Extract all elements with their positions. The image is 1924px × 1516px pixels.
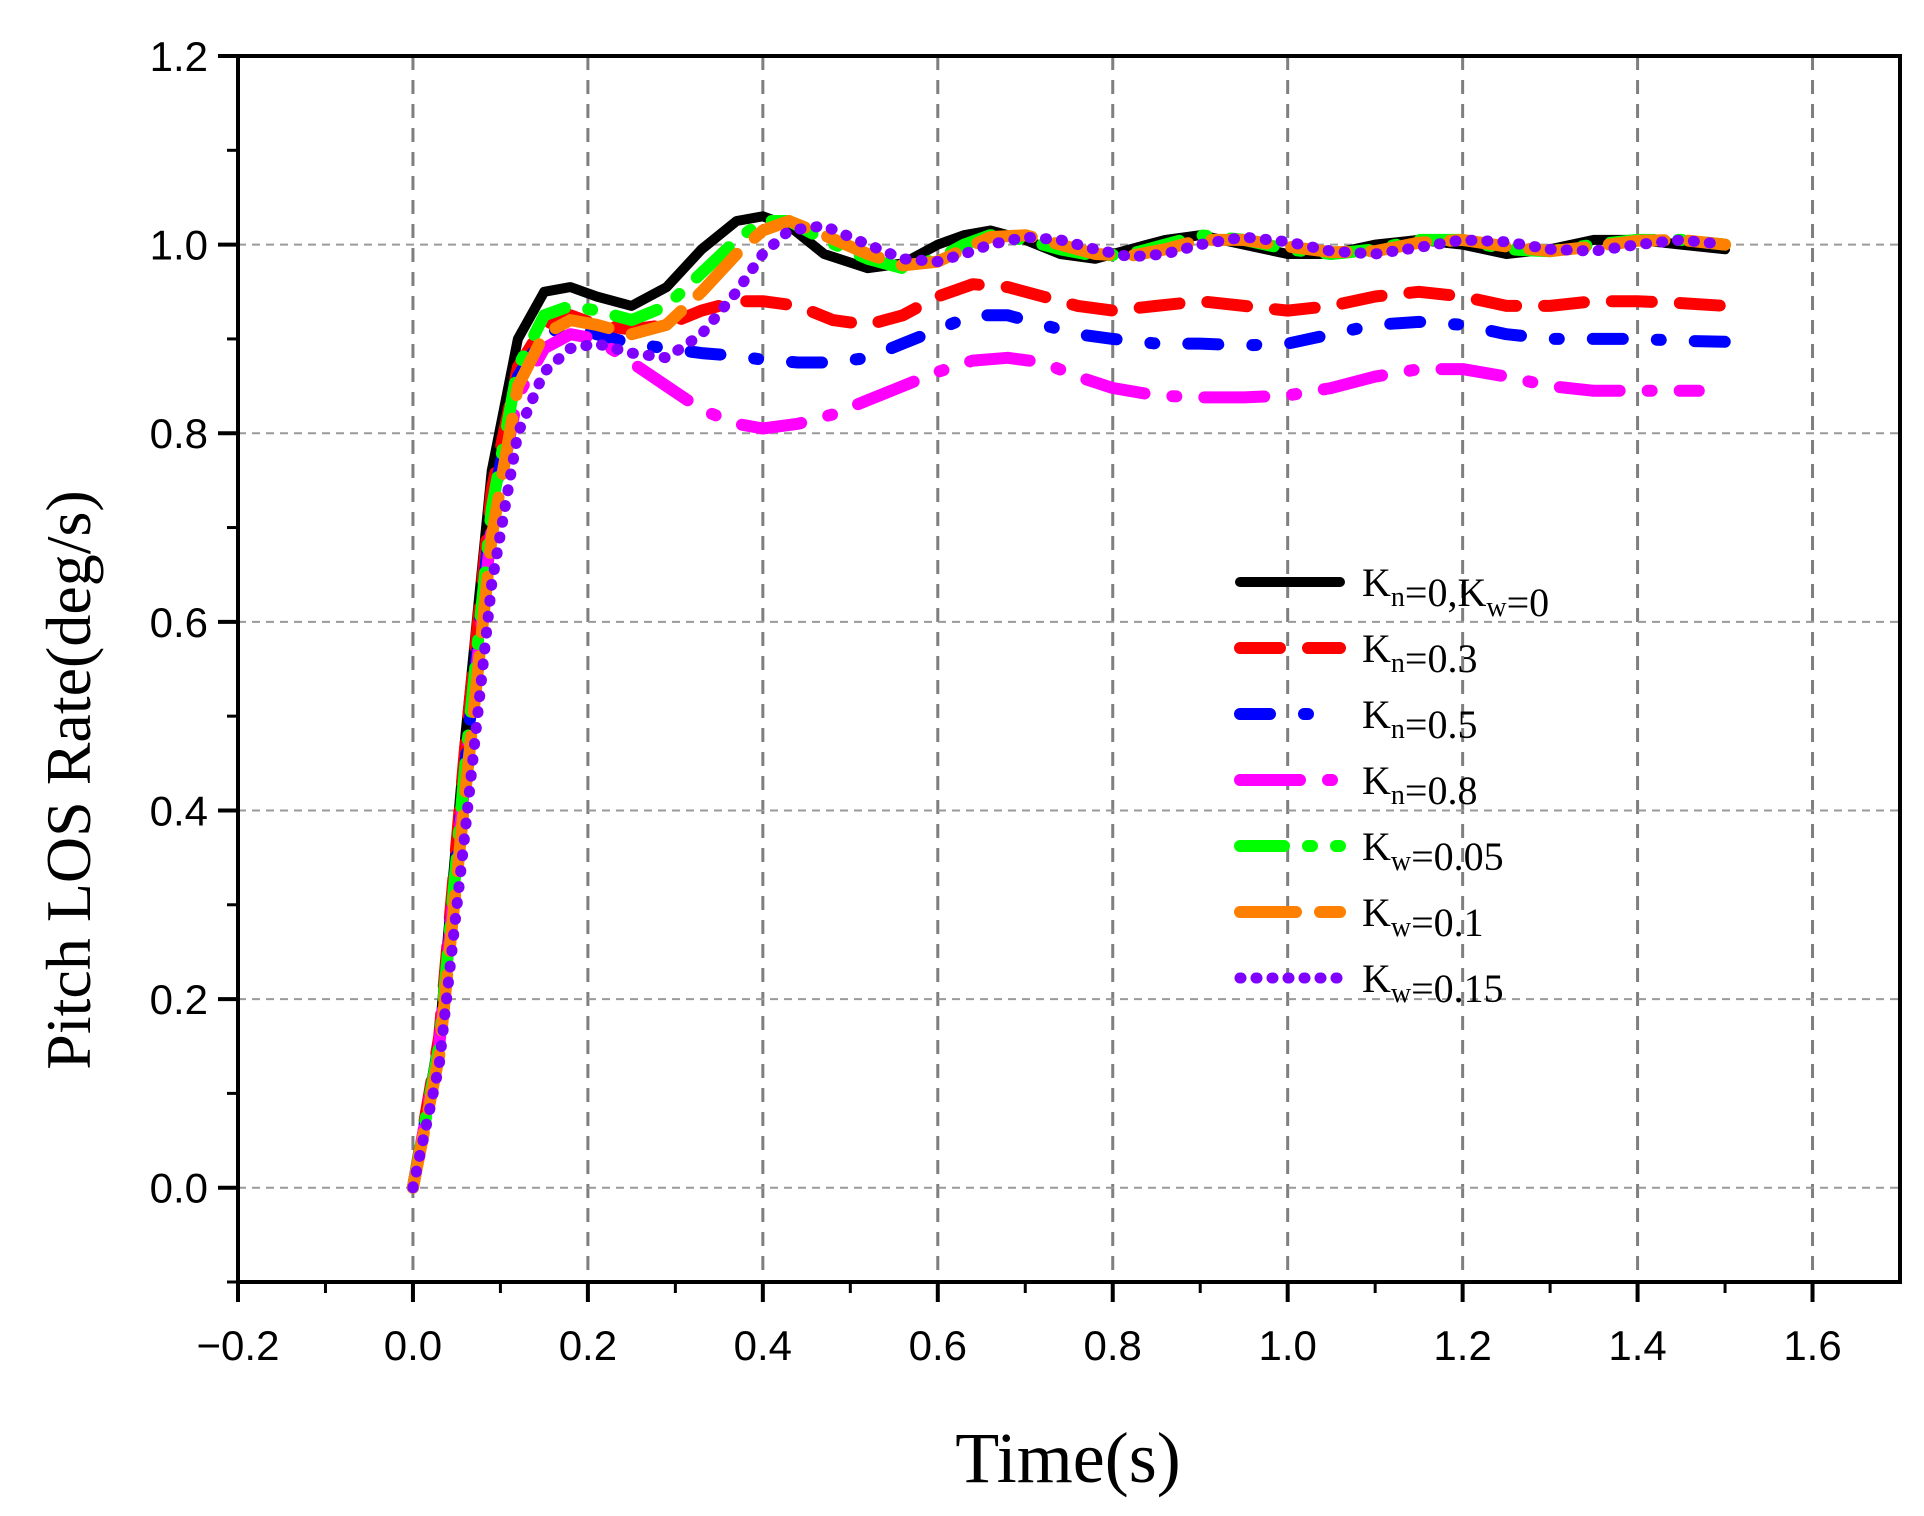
y-tick-label: 0.4 [150,787,208,834]
legend-label-6: Kw=0.1 [1362,890,1484,945]
legend-label-1: Kn=0,Kw=0 [1362,560,1549,625]
x-tick-label: 0.4 [734,1322,792,1369]
legend-label-2: Kn=0.3 [1362,626,1477,681]
x-tick-label: 1.6 [1783,1322,1841,1369]
x-tick-label: 1.4 [1608,1322,1666,1369]
y-tick-label: 0.0 [150,1165,208,1212]
x-tick-label: 1.0 [1258,1322,1316,1369]
x-tick-label: 0.2 [559,1322,617,1369]
x-tick-label: −0.2 [197,1322,280,1369]
legend-label-4: Kn=0.8 [1362,758,1477,813]
series-line-1 [407,211,1731,1193]
series-lines [406,211,1732,1194]
series-line-4 [406,328,1705,1194]
x-tick-label: 0.6 [909,1322,967,1369]
legend: Kn=0,Kw=0Kn=0.3 Kn=0.5 Kn=0.8 Kw=0.05 Kw=0.1… [1234,560,1549,1011]
legend-label-3: Kn=0.5 [1362,692,1477,747]
y-tick-label: 0.6 [150,599,208,646]
x-tick-label: 0.8 [1084,1322,1142,1369]
series-line-6 [406,215,1732,1194]
x-axis-title: Time(s) [955,1418,1180,1498]
y-tick-label: 0.8 [150,410,208,457]
series-line-3 [406,309,1732,1194]
legend-label-7: Kw=0.15 [1362,956,1504,1011]
y-tick-label: 1.0 [150,222,208,269]
x-tick-label: 0.0 [384,1322,442,1369]
series-line-5 [406,215,1732,1194]
y-axis-ticks: 0.0 0.2 0.4 0.6 0.8 1.0 1.2 [150,33,238,1284]
axes [236,54,1902,1284]
y-tick-label: 0.2 [150,976,208,1023]
x-axis-ticks: −0.2 0.0 0.2 0.4 0.6 0.8 1.0 1.2 1.4 1.6 [197,1282,1842,1369]
legend-label-5: Kw=0.05 [1362,824,1504,879]
plot-frame [236,54,1902,1284]
y-tick-label: 1.2 [150,33,208,80]
y-axis-title: Pitch LOS Rate(deg/s) [33,490,104,1069]
x-tick-label: 1.2 [1433,1322,1491,1369]
series-line-7 [407,220,1731,1194]
series-line-2 [406,278,1732,1194]
